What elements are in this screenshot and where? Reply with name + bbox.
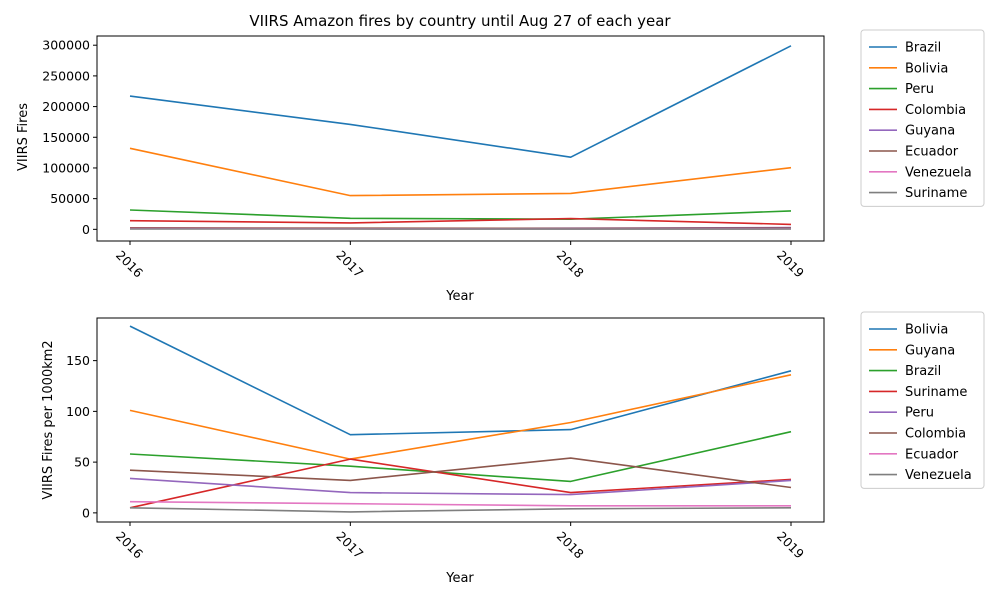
legend-label-suriname: Suriname <box>905 186 967 201</box>
legend-label-colombia: Colombia <box>905 427 966 442</box>
series-line-brazil <box>129 45 792 158</box>
x-axis-label: Year <box>445 571 474 586</box>
legend-label-suriname: Suriname <box>905 385 967 400</box>
x-axis-label: Year <box>445 289 474 304</box>
y-tick-label: 0 <box>82 505 90 520</box>
series-line-colombia <box>129 217 792 226</box>
legend-label-bolivia: Bolivia <box>905 323 948 338</box>
axes-frame <box>96 35 825 242</box>
legend-label-peru: Peru <box>905 406 934 421</box>
y-tick-label: 100000 <box>42 160 90 175</box>
series-line-guyana <box>129 374 792 460</box>
y-tick-label: 150000 <box>42 130 90 145</box>
y-tick-label: 50 <box>74 455 90 470</box>
series-line-venezuela <box>129 507 792 513</box>
legend-label-guyana: Guyana <box>905 124 955 139</box>
y-tick-label: 0 <box>82 222 90 237</box>
y-tick-label: 300000 <box>42 38 90 53</box>
legend-label-venezuela: Venezuela <box>905 165 972 180</box>
series-line-brazil <box>129 430 792 483</box>
series-line-bolivia <box>129 147 792 197</box>
legend: Bolivia Guyana Brazil Suriname Peru Colombia E… <box>860 311 985 489</box>
series-line-colombia <box>129 457 792 489</box>
y-axis-label: VIIRS Fires <box>16 103 31 171</box>
y-tick-label: 100 <box>66 404 90 419</box>
fires-per-area-chart: Year VIIRS Fires per 1000km2 05010015020… <box>41 311 985 586</box>
series-line-ecuador <box>129 500 791 507</box>
legend: Brazil Bolivia Peru Colombia Guyana Ecuador Ve… <box>860 29 985 207</box>
y-tick-label: 150 <box>66 353 90 368</box>
legend-box <box>860 29 985 207</box>
legend-label-brazil: Brazil <box>905 364 941 379</box>
legend-label-brazil: Brazil <box>905 41 941 56</box>
series-line-suriname <box>129 458 792 509</box>
axes-frame <box>96 317 825 523</box>
y-tick-label: 200000 <box>42 99 90 114</box>
y-tick-label: 50000 <box>50 191 90 206</box>
legend-label-peru: Peru <box>905 82 934 97</box>
legend-box <box>860 311 985 489</box>
series-line-peru <box>129 209 792 220</box>
legend-label-guyana: Guyana <box>905 343 955 358</box>
series-line-peru <box>129 477 792 496</box>
y-tick-label: 250000 <box>42 68 90 83</box>
y-axis-label: VIIRS Fires per 1000km2 <box>41 340 56 499</box>
legend-label-bolivia: Bolivia <box>905 61 948 76</box>
legend-label-ecuador: Ecuador <box>905 145 959 160</box>
legend-label-ecuador: Ecuador <box>905 447 959 462</box>
legend-label-colombia: Colombia <box>905 103 966 118</box>
legend-label-venezuela: Venezuela <box>905 468 972 483</box>
chart-title: VIIRS Amazon fires by country until Aug … <box>249 12 671 30</box>
series-line-bolivia <box>129 325 792 436</box>
